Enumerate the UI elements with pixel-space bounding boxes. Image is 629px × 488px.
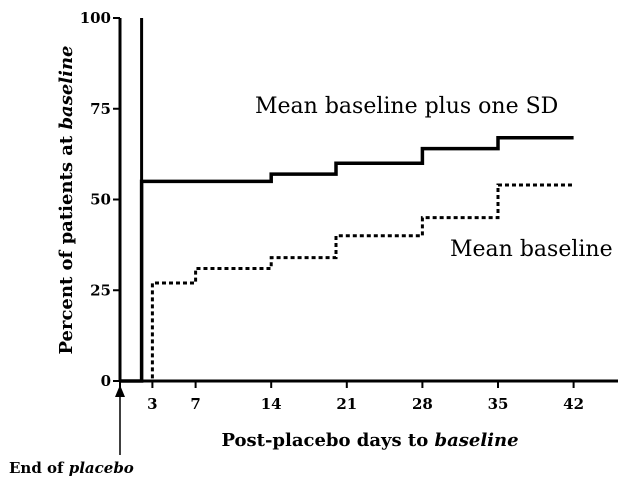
x-tick-label: 7	[190, 395, 200, 413]
x-tick-label: 35	[488, 395, 509, 413]
y-tick-label: 75	[90, 100, 111, 118]
end-of-placebo-arrow	[115, 385, 125, 455]
y-axis-title-emph: baseline	[56, 45, 77, 129]
end-of-placebo-emph: placebo	[69, 459, 134, 477]
series-label-mean: Mean baseline	[450, 237, 613, 262]
end-of-placebo-text: End of	[9, 459, 69, 477]
x-axis-title: Post-placebo days to baseline	[221, 430, 518, 451]
y-axis-title: Percent of patients at baseline	[56, 45, 77, 354]
arrow-head-icon	[115, 385, 125, 397]
x-tick-label: 28	[412, 395, 433, 413]
x-axis-ticks: 3 7 14 21 28 35 42	[119, 381, 584, 413]
x-tick-label: 21	[336, 395, 357, 413]
y-axis-title-text: Percent of patients at	[56, 130, 77, 355]
y-tick-label: 25	[90, 281, 111, 299]
x-axis-title-text: Post-placebo days to	[221, 430, 434, 451]
x-tick-label: 42	[563, 395, 584, 413]
series-mean-line	[120, 183, 574, 383]
series-plus-sd-line	[120, 136, 574, 383]
x-tick-label: 14	[261, 395, 282, 413]
y-tick-label: 50	[90, 191, 111, 209]
x-tick-label: 3	[147, 395, 157, 413]
series-layer	[120, 18, 574, 383]
end-of-placebo-label: End of placebo	[9, 459, 134, 477]
y-tick-label: 100	[80, 9, 111, 27]
series-label-plus-sd: Mean baseline plus one SD	[255, 94, 558, 119]
y-tick-label: 0	[101, 372, 111, 390]
y-axis-ticks: 0 25 50 75 100	[80, 9, 120, 390]
x-axis-title-emph: baseline	[434, 430, 518, 451]
